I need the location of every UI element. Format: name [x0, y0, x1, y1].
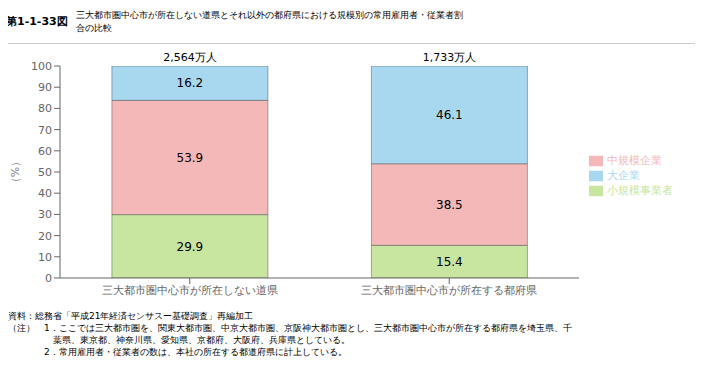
- svg-text:40: 40: [38, 187, 52, 200]
- svg-text:90: 90: [38, 81, 52, 94]
- svg-text:三大都市圏中心市が所在しない道県: 三大都市圏中心市が所在しない道県: [102, 284, 278, 297]
- svg-text:53.9: 53.9: [177, 151, 204, 165]
- svg-text:80: 80: [38, 102, 52, 115]
- svg-text:16.2: 16.2: [177, 76, 204, 90]
- svg-text:100: 100: [31, 60, 52, 73]
- svg-text:38.5: 38.5: [436, 198, 463, 212]
- svg-text:0: 0: [45, 272, 52, 285]
- svg-text:50: 50: [38, 166, 52, 179]
- svg-text:20: 20: [38, 230, 52, 243]
- svg-text:30: 30: [38, 208, 52, 221]
- html-text:2．常用雇用者・従業者の数は、本社の所在する都道府県に計上し: 2．常用雇用者・従業者の数は、本社の所在する都道府県に計上している。: [8, 347, 347, 357]
- svg-text:29.9: 29.9: [177, 240, 204, 254]
- html-text:三大都市圏中心市が所在しない道県とそれ以外の都府県における規: 三大都市圏中心市が所在しない道県とそれ以外の都府県における規模別の常用雇用者・従…: [75, 9, 463, 33]
- svg-text:1,733万人: 1,733万人: [423, 51, 477, 64]
- svg-text:（%）: （%）: [9, 156, 22, 188]
- html-text:大企業: 大企業: [607, 168, 640, 182]
- svg-text:15.4: 15.4: [436, 255, 463, 269]
- svg-text:三大都市圏中心市が所在する都府県: 三大都市圏中心市が所在する都府県: [361, 284, 537, 297]
- html-text:中規模企業: 中規模企業: [607, 153, 662, 167]
- svg-text:60: 60: [38, 145, 52, 158]
- html-text:（注） 1．ここでは三大都市圏を、関東大都市圏、中京大都市圏: （注） 1．ここでは三大都市圏を、関東大都市圏、中京大都市圏、京阪神大都市圏とし…: [8, 323, 572, 345]
- svg-text:10: 10: [38, 251, 52, 264]
- html-text:第1-1-33図: 第1-1-33図: [6, 15, 68, 28]
- svg-text:2,564万人: 2,564万人: [163, 51, 217, 64]
- html-text:資料：総務省「平成21年経済センサスー基礎調査」再編加工: 資料：総務省「平成21年経済センサスー基礎調査」再編加工: [8, 311, 254, 321]
- svg-text:46.1: 46.1: [436, 108, 463, 122]
- html-text:小規模事業者: 小規模事業者: [607, 183, 673, 197]
- svg-text:70: 70: [38, 124, 52, 137]
